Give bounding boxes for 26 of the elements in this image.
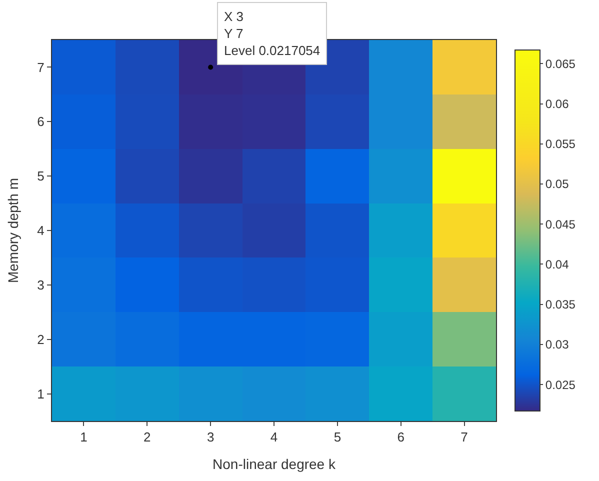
y-tick-label: 3 (37, 277, 44, 292)
y-tick-label: 2 (37, 332, 44, 347)
y-tick-label: 1 (37, 386, 44, 402)
color-bar-label: 0.06 (545, 96, 570, 111)
y-tick-label: 4 (37, 223, 44, 238)
color-bar-label: 0.025 (545, 378, 576, 392)
x-axis-title: Non-linear degree k (212, 456, 336, 472)
x-tick-label: 7 (460, 430, 468, 445)
y-tick-label: 5 (37, 168, 44, 184)
x-tick-label: 4 (270, 430, 278, 445)
y-tick-label: 6 (37, 114, 44, 130)
annotation: X 3 Y 7 Level 0.0217054 (224, 9, 320, 58)
color-bar-label: 0.035 (545, 298, 576, 312)
x-tick-label: 3 (206, 430, 214, 445)
color-bar-label: 0.055 (545, 137, 576, 152)
x-tick-label: 1 (80, 430, 88, 445)
y-axis-title: Memory depth m (4, 178, 21, 284)
color-bar-label: 0.03 (545, 338, 570, 352)
x-tick-label: 5 (334, 430, 342, 445)
x-tick-label: 6 (397, 430, 404, 445)
x-tick-label: 2 (144, 430, 151, 445)
color-bar-label: 0.065 (545, 56, 576, 71)
color-bar-label: 0.05 (545, 177, 570, 192)
color-bar-label: 0.04 (545, 257, 570, 272)
color-bar-label: 0.045 (545, 217, 576, 232)
y-tick-label: 7 (37, 60, 44, 75)
